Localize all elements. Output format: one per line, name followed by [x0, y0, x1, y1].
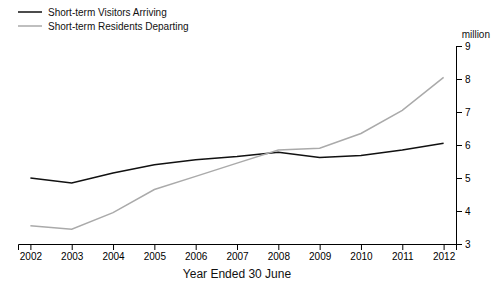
x-axis-title: Year Ended 30 June [183, 267, 292, 281]
x-tick: 2010 [350, 244, 373, 262]
y-tick-label: 5 [465, 173, 471, 184]
y-axis: 3 4 5 6 7 8 9 [456, 41, 471, 250]
x-tick: 2006 [185, 244, 208, 262]
legend-item: Short-term Visitors Arriving [18, 7, 167, 18]
y-tick: 3 [456, 239, 471, 250]
x-tick-mark [444, 244, 445, 250]
x-tick-label: 2006 [185, 251, 208, 262]
x-tick-label: 2003 [61, 251, 84, 262]
x-tick-mark [320, 244, 321, 250]
x-tick: 2008 [268, 244, 291, 262]
y-tick-mark [456, 46, 462, 47]
x-tick-mark [196, 244, 197, 250]
y-axis-title: million [462, 29, 490, 40]
y-tick-mark [456, 211, 462, 212]
y-tick-label: 8 [465, 74, 471, 85]
x-tick-label: 2007 [226, 251, 249, 262]
plot: 2002 2003 2004 2005 2006 2007 2008 2009 2010 2011… [19, 41, 472, 262]
legend-swatch [18, 25, 42, 27]
y-tick-mark [456, 244, 462, 245]
y-tick-mark [456, 112, 462, 113]
lines [30, 77, 443, 229]
x-tick: 2007 [226, 244, 249, 262]
x-tick: 2002 [20, 244, 43, 262]
x-tick-label: 2005 [144, 251, 167, 262]
y-tick-label: 3 [465, 239, 471, 250]
x-tick: 2004 [102, 244, 125, 262]
y-tick: 8 [456, 74, 471, 85]
x-tick: 2011 [392, 244, 414, 262]
x-tick-label: 2012 [433, 251, 456, 262]
x-tick-label: 2008 [268, 251, 291, 262]
y-tick: 9 [456, 41, 471, 52]
y-tick: 7 [456, 107, 471, 118]
x-tick-mark [361, 244, 362, 250]
x-tick-mark [278, 244, 279, 250]
y-tick-mark [456, 178, 462, 179]
x-tick-mark [237, 244, 238, 250]
y-tick-label: 6 [465, 140, 471, 151]
x-tick-label: 2010 [350, 251, 373, 262]
y-tick-label: 4 [465, 206, 471, 217]
chart: 2002 2003 2004 2005 2006 2007 2008 2009 2010 2011… [0, 0, 496, 284]
y-tick-mark [456, 79, 462, 80]
y-tick: 4 [456, 206, 471, 217]
y-tick-mark [456, 145, 462, 146]
x-tick: 2012 [433, 244, 456, 262]
legend-item: Short-term Residents Departing [18, 21, 189, 32]
x-tick-label: 2002 [20, 251, 43, 262]
x-tick-label: 2009 [309, 251, 332, 262]
legend-label: Short-term Residents Departing [48, 21, 189, 32]
y-tick: 5 [456, 173, 471, 184]
series-line [30, 77, 443, 229]
legend-label: Short-term Visitors Arriving [48, 7, 167, 18]
legend-swatch [18, 11, 42, 13]
y-axis-line [457, 47, 463, 245]
x-tick-mark [113, 244, 114, 250]
legend: Short-term Visitors Arriving Short-term R… [18, 7, 189, 32]
x-tick-mark [72, 244, 73, 250]
x-tick-mark [30, 244, 31, 250]
x-tick-label: 2011 [392, 251, 414, 262]
x-tick-label: 2004 [102, 251, 125, 262]
x-tick: 2003 [61, 244, 84, 262]
x-axis-line [19, 245, 457, 251]
y-tick-label: 7 [465, 107, 471, 118]
x-tick-mark [402, 244, 403, 250]
x-tick: 2009 [309, 244, 332, 262]
x-tick-mark [154, 244, 155, 250]
x-axis: 2002 2003 2004 2005 2006 2007 2008 2009 2010 2011… [19, 244, 457, 262]
y-tick: 6 [456, 140, 471, 151]
x-tick: 2005 [144, 244, 167, 262]
y-tick-label: 9 [465, 41, 471, 52]
